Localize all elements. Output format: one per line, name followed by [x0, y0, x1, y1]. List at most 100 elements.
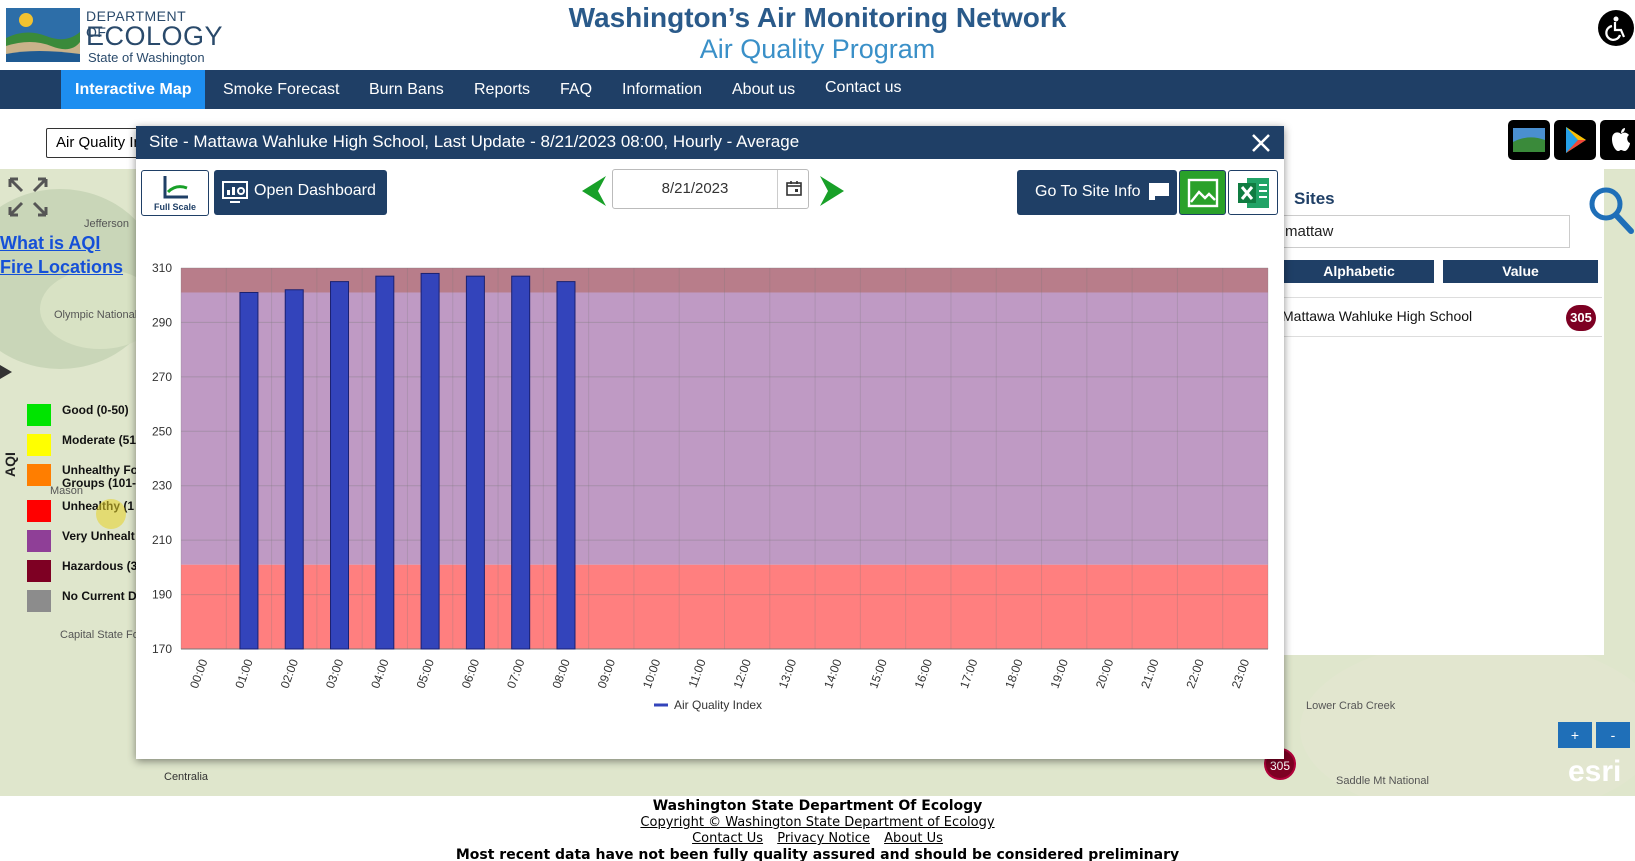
zoom-out-button[interactable]: -	[1596, 722, 1630, 748]
x-tick-label: 05:00	[413, 657, 437, 690]
excel-icon	[1238, 178, 1269, 208]
x-tick-label: 11:00	[686, 657, 709, 689]
site-subtitle: Air Quality Program	[699, 34, 936, 64]
bar-air-quality-index	[511, 275, 531, 650]
site-header: DEPARTMENT OF ECOLOGY State of Washingto…	[0, 0, 1635, 70]
x-tick-label: 07:00	[504, 657, 528, 690]
bar-air-quality-index	[556, 281, 576, 650]
footer-copyright-link[interactable]: Copyright © Washington State Department …	[640, 815, 995, 830]
y-tick-label: 270	[152, 370, 172, 384]
dialog-title: Site - Mattawa Wahluke High School, Last…	[149, 132, 800, 151]
footer-contact-link[interactable]: Contact Us	[692, 831, 764, 846]
sites-panel: Sites mattaw Alphabetic Value Mattawa Wa…	[1280, 169, 1604, 655]
accessibility-button[interactable]	[1598, 10, 1634, 46]
x-tick-label: 08:00	[549, 657, 573, 690]
nav-burn-bans[interactable]: Burn Bans	[369, 81, 444, 98]
aqi-band	[181, 292, 1268, 565]
x-tick-label: 19:00	[1048, 657, 1072, 690]
legend-swatch	[27, 464, 51, 486]
nav-reports[interactable]: Reports	[474, 81, 531, 98]
map-site-marker[interactable]: 305	[1264, 748, 1296, 780]
washington-map-app-icon[interactable]	[1508, 120, 1550, 160]
x-tick-label: 15:00	[866, 657, 890, 690]
y-tick-label: 230	[152, 479, 172, 493]
sort-value-button[interactable]: Value	[1443, 260, 1598, 283]
zoom-in-button[interactable]: +	[1558, 722, 1592, 748]
footer-copyright-line: Copyright © Washington State Department …	[0, 815, 1635, 830]
dashboard-icon	[222, 181, 248, 203]
image-icon	[1187, 178, 1219, 208]
legend-swatch	[27, 500, 51, 522]
x-tick-label: 16:00	[912, 657, 936, 690]
bar-air-quality-index	[284, 289, 304, 650]
map-place-label: Mason	[50, 485, 84, 497]
x-tick-label: 13:00	[776, 657, 800, 690]
map-place-label: Lower Crab Creek	[1306, 700, 1396, 712]
esri-attribution: esri	[1568, 755, 1622, 788]
x-tick-label: 23:00	[1229, 657, 1253, 690]
apple-icon[interactable]	[1600, 120, 1635, 160]
nav-smoke-forecast[interactable]: Smoke Forecast	[223, 81, 340, 98]
calendar-icon[interactable]	[786, 180, 802, 196]
bar-air-quality-index	[239, 291, 259, 650]
sort-alphabetic-button[interactable]: Alphabetic	[1284, 260, 1434, 283]
x-tick-label: 22:00	[1183, 657, 1207, 690]
full-scale-label: Full Scale	[153, 202, 197, 212]
nav-contact-us[interactable]: Contact us	[825, 79, 902, 96]
site-result-row[interactable]: Mattawa Wahluke High School 305	[1280, 297, 1602, 337]
what-is-aqi-link[interactable]: What is AQI	[0, 233, 101, 253]
logo-state-text: State of Washington	[88, 50, 205, 65]
aqi-bar-chart[interactable]: 170 190 210 230 250 270 290 310 00:00 01:00 02:00 0…	[136, 256, 1284, 756]
nav-information[interactable]: Information	[622, 81, 703, 98]
logo-department-text: DEPARTMENT OF	[86, 8, 186, 40]
fire-locations-link[interactable]: Fire Locations	[0, 257, 124, 277]
date-divider	[777, 170, 778, 208]
legend-collapse-icon[interactable]	[0, 365, 12, 379]
bar-air-quality-index	[465, 275, 485, 650]
x-tick-label: 03:00	[323, 657, 347, 690]
x-tick-label: 01:00	[232, 657, 256, 690]
open-dashboard-button[interactable]: Open Dashboard	[214, 170, 387, 215]
nav-about-us[interactable]: About us	[732, 81, 796, 98]
nav-interactive-map[interactable]: Interactive Map	[61, 70, 206, 109]
aqi-band	[181, 564, 1268, 649]
sites-panel-title: Sites	[1294, 189, 1335, 208]
export-excel-button[interactable]	[1228, 170, 1278, 215]
footer-disclaimer: Most recent data have not been fully qua…	[455, 847, 1180, 861]
dialog-header: Site - Mattawa Wahluke High School, Last…	[136, 126, 1284, 159]
legend-label: Good (0-50)	[62, 403, 129, 417]
x-tick-label: 09:00	[595, 657, 619, 690]
bar-air-quality-index	[375, 275, 395, 650]
site-title: Washington’s Air Monitoring Network	[568, 2, 1067, 33]
ecology-logo-icon	[6, 8, 80, 62]
map-place-label: Saddle Mt National	[1336, 775, 1429, 787]
map-place-label: Capital State Forest	[60, 629, 158, 641]
ecology-logo[interactable]: DEPARTMENT OF ECOLOGY State of Washingto…	[6, 6, 223, 65]
page-footer: Washington State Department Of Ecology C…	[0, 796, 1635, 861]
footer-about-link[interactable]: About Us	[884, 831, 943, 846]
logo-ecology-text: ECOLOGY	[86, 21, 224, 51]
next-day-arrow-icon[interactable]	[816, 174, 846, 208]
footer-privacy-link[interactable]: Privacy Notice	[777, 831, 870, 846]
x-tick-label: 10:00	[640, 657, 664, 690]
site-search-input[interactable]: mattaw	[1280, 215, 1570, 248]
expand-map-icon[interactable]	[6, 175, 50, 219]
previous-day-arrow-icon[interactable]	[580, 174, 610, 208]
search-icon[interactable]	[1588, 186, 1634, 234]
footer-org: Washington State Department Of Ecology	[652, 798, 983, 814]
date-picker[interactable]: 8/21/2023	[612, 169, 809, 209]
go-to-site-info-button[interactable]: Go To Site Info	[1017, 170, 1177, 215]
google-play-icon[interactable]	[1554, 120, 1596, 160]
map-cursor-highlight	[96, 499, 126, 529]
legend-label-air-quality-index: Air Quality Index	[674, 698, 762, 712]
site-result-name: Mattawa Wahluke High School	[1282, 308, 1473, 324]
close-icon[interactable]	[1248, 130, 1274, 156]
x-tick-label: 06:00	[459, 657, 483, 690]
y-tick-label: 290	[152, 315, 172, 329]
save-image-button[interactable]	[1179, 170, 1226, 215]
site-info-icon	[1149, 183, 1169, 200]
x-tick-label: 12:00	[731, 657, 755, 690]
site-chart-dialog: Site - Mattawa Wahluke High School, Last…	[136, 126, 1284, 759]
full-scale-button[interactable]: Full Scale	[141, 170, 209, 216]
nav-faq[interactable]: FAQ	[560, 81, 593, 98]
